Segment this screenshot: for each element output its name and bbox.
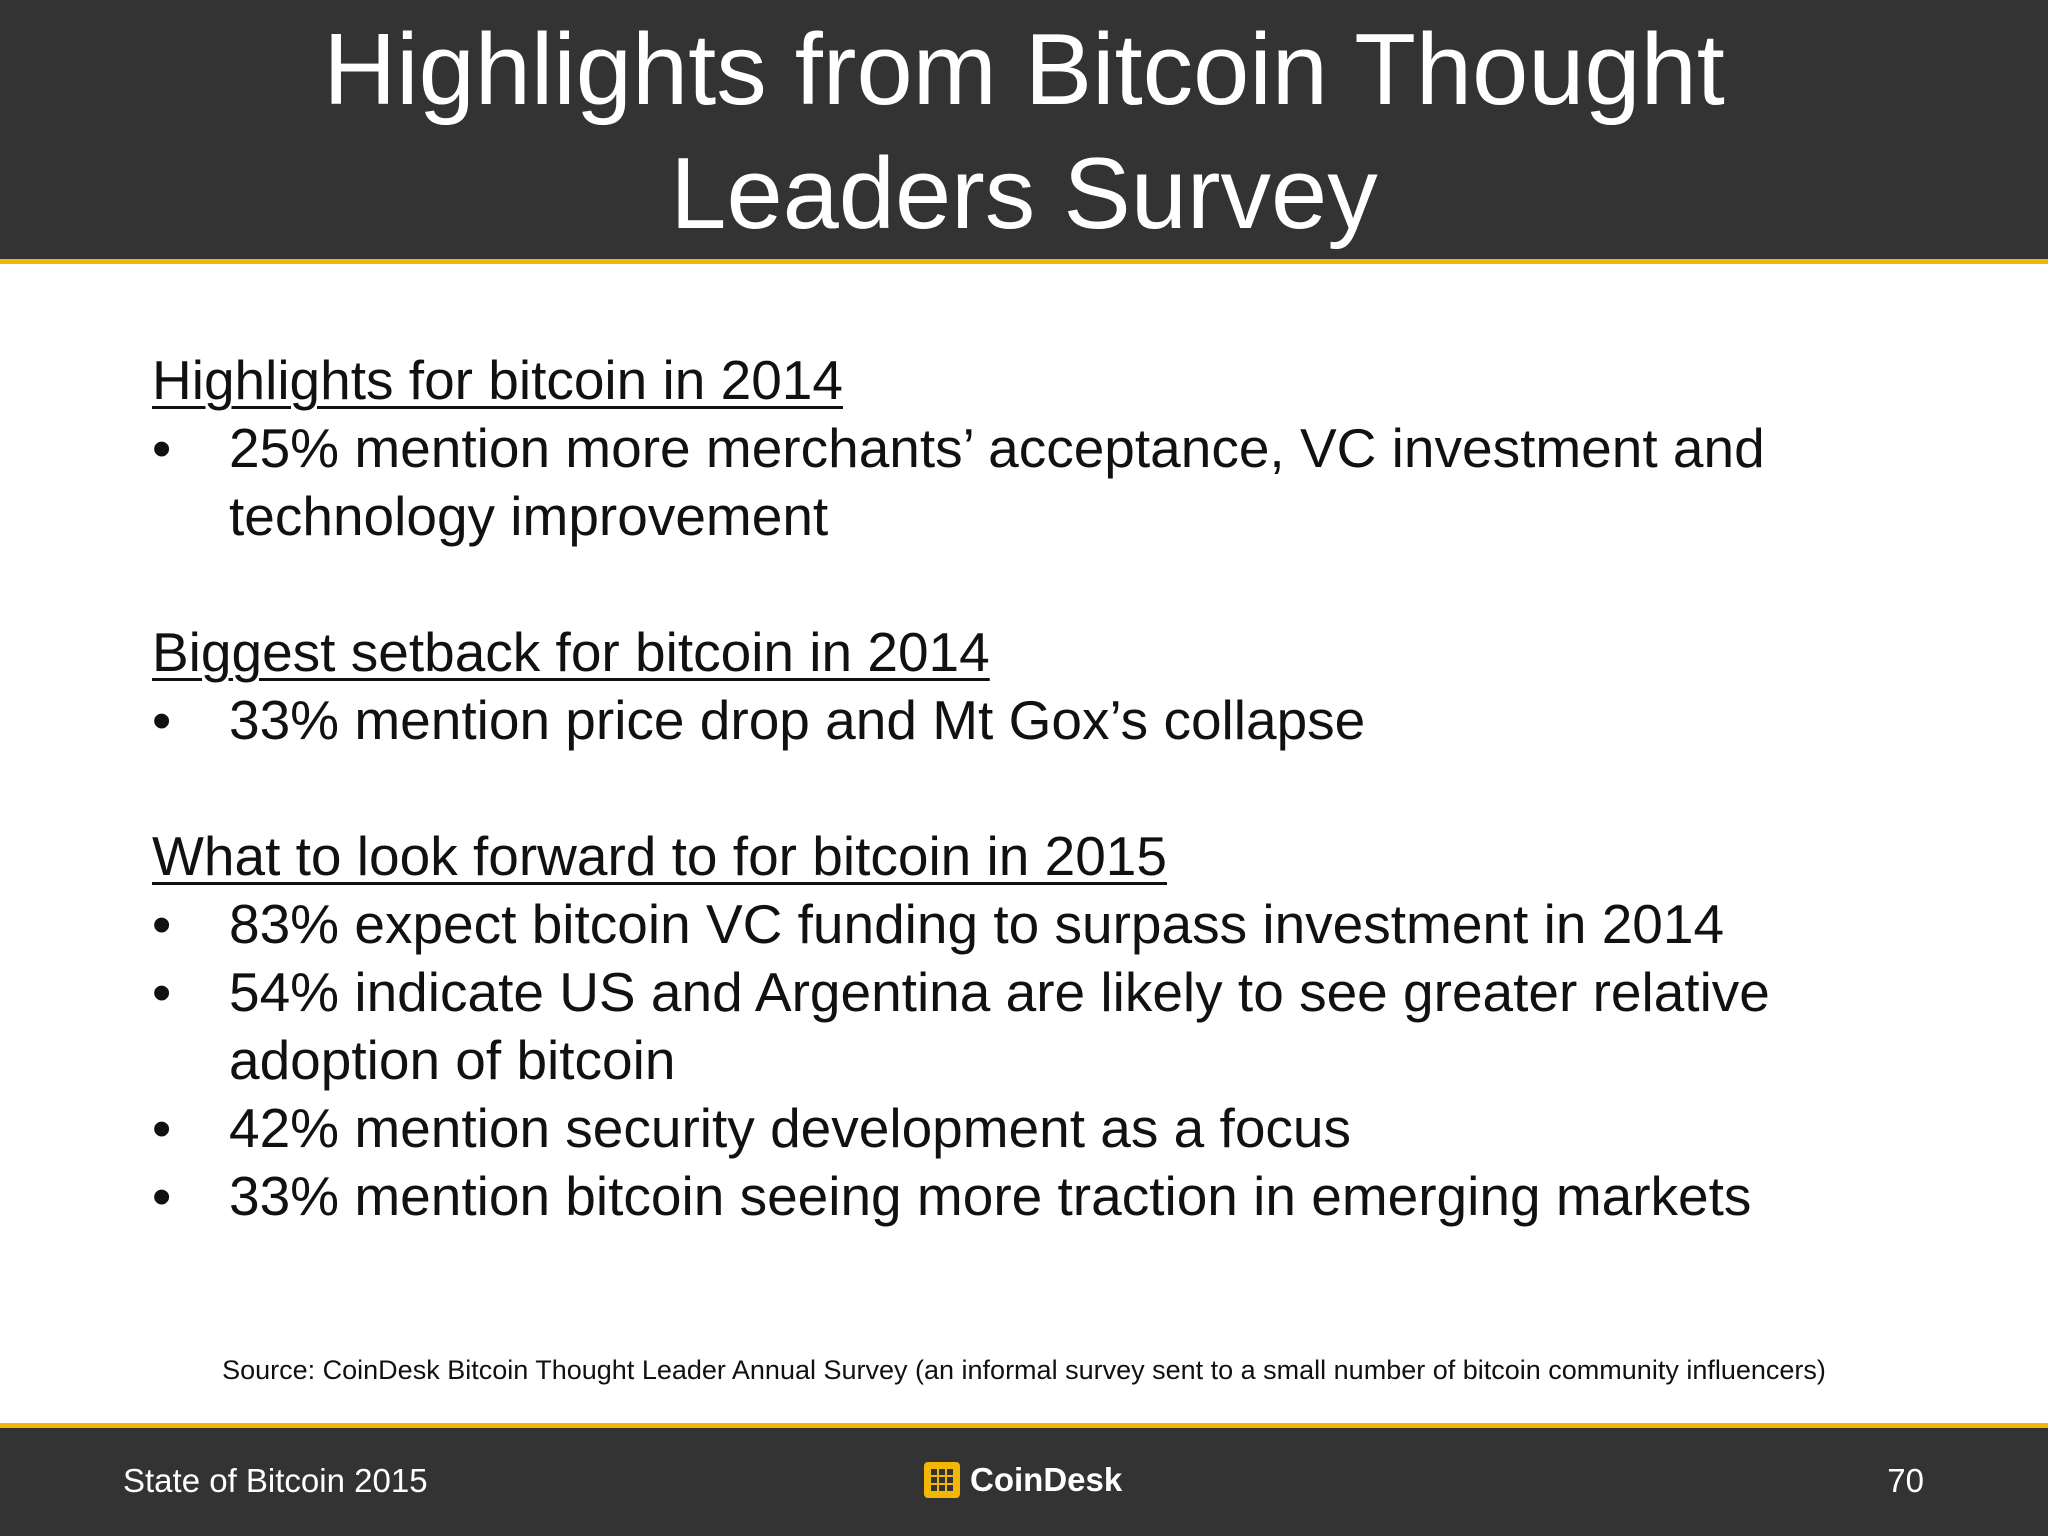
bullet-text: 33% mention price drop and Mt Gox’s coll… (229, 689, 1366, 751)
bullet-icon: • (152, 893, 172, 955)
section-setback-2014: Biggest setback for bitcoin in 2014 • 33… (152, 618, 1952, 754)
logo-text: CoinDesk (970, 1461, 1123, 1498)
footer-bar: State of Bitcoin 2015 CoinDesk 70 (0, 1423, 2048, 1536)
bullet-list: • 33% mention price drop and Mt Gox’s co… (152, 686, 1952, 754)
section-heading: Biggest setback for bitcoin in 2014 (152, 621, 990, 683)
footer-report-title: State of Bitcoin 2015 (123, 1462, 428, 1499)
section-look-forward-2015: What to look forward to for bitcoin in 2… (152, 822, 1952, 1230)
section-highlights-2014: Highlights for bitcoin in 2014 • 25% men… (152, 346, 1952, 550)
bullet-text: 42% mention security development as a fo… (229, 1097, 1351, 1159)
section-heading: Highlights for bitcoin in 2014 (152, 349, 843, 411)
list-item: • 25% mention more merchants’ acceptance… (152, 414, 1952, 550)
list-item: • 33% mention bitcoin seeing more tracti… (152, 1162, 1952, 1230)
list-item: • 54% indicate US and Argentina are like… (152, 958, 1952, 1094)
bullet-icon: • (152, 1097, 172, 1159)
source-note: Source: CoinDesk Bitcoin Thought Leader … (222, 1355, 1826, 1385)
slide-content: Highlights for bitcoin in 2014 • 25% men… (152, 346, 1952, 1230)
bullet-icon: • (152, 689, 172, 751)
list-item: • 42% mention security development as a … (152, 1094, 1952, 1162)
slide-title: Highlights from Bitcoin Thought Leaders … (323, 13, 1725, 250)
bullet-list: • 83% expect bitcoin VC funding to surpa… (152, 890, 1952, 1230)
bullet-icon: • (152, 1165, 172, 1227)
bullet-text: 83% expect bitcoin VC funding to surpass… (229, 893, 1725, 955)
bullet-icon: • (152, 417, 172, 479)
list-item: • 33% mention price drop and Mt Gox’s co… (152, 686, 1952, 754)
section-heading: What to look forward to for bitcoin in 2… (152, 825, 1167, 887)
bullet-text: 33% mention bitcoin seeing more traction… (229, 1165, 1752, 1227)
coindesk-logo-icon (924, 1462, 960, 1498)
bullet-icon: • (152, 961, 172, 1023)
header-bar: Highlights from Bitcoin Thought Leaders … (0, 0, 2048, 264)
bullet-list: • 25% mention more merchants’ acceptance… (152, 414, 1952, 550)
coindesk-logo: CoinDesk (924, 1460, 1122, 1500)
list-item: • 83% expect bitcoin VC funding to surpa… (152, 890, 1952, 958)
bullet-text: 54% indicate US and Argentina are likely… (229, 961, 1770, 1091)
page-number: 70 (1887, 1462, 1924, 1499)
bullet-text: 25% mention more merchants’ acceptance, … (229, 417, 1765, 547)
